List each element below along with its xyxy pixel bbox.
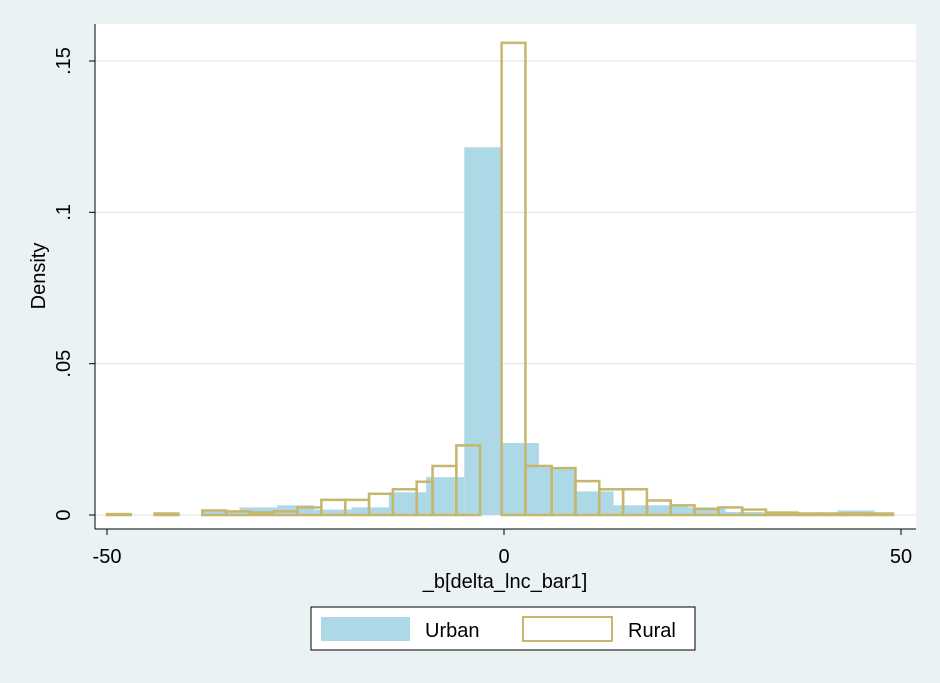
rural-bar: [153, 512, 180, 517]
x-tick-label: 0: [498, 546, 509, 568]
x-axis-ticks: -50 0 50: [93, 529, 912, 568]
rural-bar: [796, 512, 823, 517]
urban-bar: [202, 511, 240, 515]
x-tick-label: -50: [93, 546, 122, 568]
urban-bar: [688, 507, 726, 515]
urban-bar: [314, 509, 352, 515]
y-tick-label: .1: [53, 204, 75, 221]
x-axis-title: _b[delta_lnc_bar1]: [422, 571, 588, 593]
urban-bar: [239, 507, 277, 515]
legend: Urban Rural: [310, 606, 696, 651]
rural-bars: [105, 41, 895, 517]
rural-bar: [248, 511, 275, 517]
rural-bar: [844, 512, 871, 517]
rural-bar: [105, 512, 133, 517]
urban-bar: [538, 467, 577, 515]
urban-bar: [501, 442, 539, 515]
rural-bar: [764, 511, 800, 517]
x-tick-label: 50: [890, 546, 912, 568]
legend-swatch-rural: [522, 616, 613, 642]
y-tick-label: 0: [53, 509, 75, 520]
urban-bar: [464, 147, 502, 515]
urban-bar: [388, 492, 427, 515]
legend-label-rural: Rural: [628, 620, 676, 642]
urban-bar: [725, 511, 763, 515]
rural-bar: [820, 512, 847, 517]
urban-bar: [613, 505, 651, 515]
rural-bar: [455, 444, 482, 517]
urban-bar: [576, 491, 614, 515]
legend-swatch-urban: [321, 617, 410, 641]
y-tick-label: .15: [53, 47, 75, 75]
rural-bar: [500, 41, 527, 517]
y-tick-label: .05: [53, 350, 75, 378]
y-axis-ticks: 0 .05 .1 .15: [53, 47, 95, 521]
rural-bar: [867, 512, 895, 517]
legend-label-urban: Urban: [425, 620, 479, 642]
y-axis-title: Density: [28, 243, 50, 310]
